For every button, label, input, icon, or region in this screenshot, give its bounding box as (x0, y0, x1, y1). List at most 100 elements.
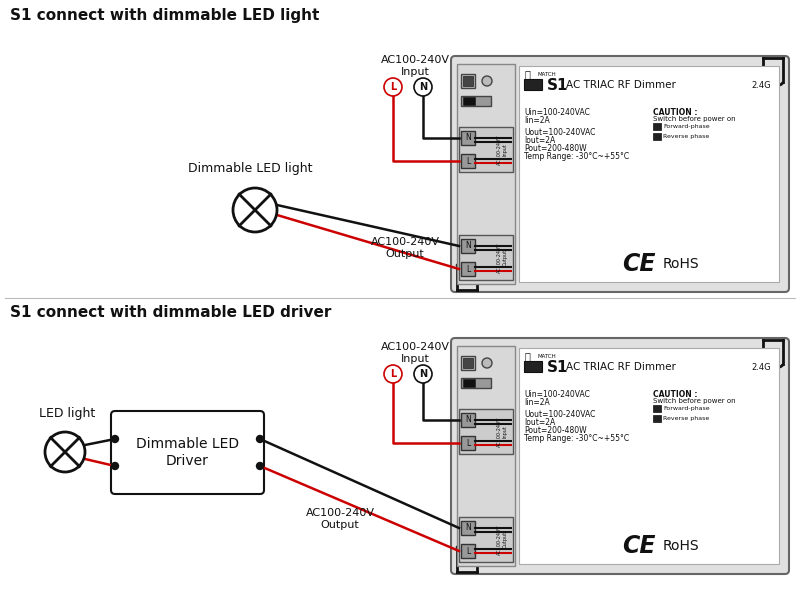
Text: Output: Output (502, 249, 507, 266)
Text: Uout=100-240VAC: Uout=100-240VAC (524, 128, 595, 137)
Bar (653, 415, 661, 422)
Bar (459, 409, 513, 454)
Text: CAUTION :: CAUTION : (653, 108, 698, 117)
Bar (461, 413, 475, 427)
Bar (524, 79, 542, 90)
Bar (653, 123, 661, 130)
Bar (463, 76, 473, 86)
Text: CE: CE (622, 534, 656, 558)
Text: N: N (419, 82, 427, 92)
Bar (519, 66, 779, 282)
Text: AC100-240V: AC100-240V (497, 416, 502, 447)
Bar (653, 405, 661, 412)
Text: Uout=100-240VAC: Uout=100-240VAC (524, 410, 595, 419)
Text: Temp Range: -30°C~+55°C: Temp Range: -30°C~+55°C (524, 434, 629, 443)
Bar (524, 361, 542, 372)
Text: Forward-phase: Forward-phase (663, 124, 710, 129)
Text: AC100-240V
Input: AC100-240V Input (381, 55, 450, 77)
Bar (463, 358, 473, 368)
Circle shape (482, 358, 492, 368)
Text: CE: CE (622, 252, 656, 276)
Bar (653, 133, 661, 140)
Text: CAUTION :: CAUTION : (653, 390, 698, 399)
Bar (461, 436, 475, 450)
Text: L: L (390, 82, 396, 92)
Text: S1 connect with dimmable LED driver: S1 connect with dimmable LED driver (10, 305, 331, 320)
Bar (461, 378, 491, 388)
Circle shape (45, 432, 85, 472)
Text: ⏚: ⏚ (524, 69, 530, 79)
Text: ⏚: ⏚ (524, 351, 530, 361)
Text: MATCH: MATCH (537, 71, 556, 76)
Bar (461, 96, 491, 106)
Bar (459, 127, 513, 172)
Text: Pout=200-480W: Pout=200-480W (524, 144, 586, 153)
Text: 2.4G: 2.4G (751, 362, 770, 371)
Text: Reverse phase: Reverse phase (663, 416, 710, 421)
Text: L: L (466, 547, 470, 556)
Bar (463, 97, 475, 105)
Text: Input: Input (502, 425, 507, 438)
Text: S1: S1 (547, 77, 569, 92)
Text: Output: Output (502, 531, 507, 548)
Circle shape (414, 365, 432, 383)
Bar (461, 154, 475, 168)
Text: N: N (465, 133, 471, 142)
Circle shape (257, 436, 263, 443)
Bar (459, 517, 513, 562)
Text: AC100-240V: AC100-240V (497, 134, 502, 165)
Text: L: L (466, 439, 470, 448)
Text: Uin=100-240VAC: Uin=100-240VAC (524, 108, 590, 117)
Bar (461, 356, 475, 370)
Bar (519, 348, 779, 564)
Text: N: N (465, 523, 471, 533)
FancyBboxPatch shape (451, 56, 789, 292)
Circle shape (414, 78, 432, 96)
Bar (459, 235, 513, 280)
Text: L: L (390, 369, 396, 379)
Bar (457, 346, 515, 566)
Bar (463, 379, 475, 387)
Circle shape (482, 76, 492, 86)
Bar (461, 544, 475, 558)
Circle shape (257, 463, 263, 469)
FancyBboxPatch shape (111, 411, 264, 494)
Text: L: L (466, 265, 470, 274)
Bar (461, 262, 475, 276)
Circle shape (384, 365, 402, 383)
Bar (461, 521, 475, 535)
Bar (461, 74, 475, 88)
Text: Iin=2A: Iin=2A (524, 398, 550, 407)
FancyBboxPatch shape (451, 338, 789, 574)
Text: AC100-240V
Output: AC100-240V Output (370, 237, 439, 259)
Text: Temp Range: -30°C~+55°C: Temp Range: -30°C~+55°C (524, 152, 629, 161)
Circle shape (233, 188, 277, 232)
Text: 2.4G: 2.4G (751, 80, 770, 89)
Circle shape (384, 78, 402, 96)
Text: N: N (465, 241, 471, 251)
Text: AC100-240V: AC100-240V (497, 242, 502, 273)
Text: Uin=100-240VAC: Uin=100-240VAC (524, 390, 590, 399)
Text: AC100-240V
Output: AC100-240V Output (306, 508, 374, 530)
Text: Pout=200-480W: Pout=200-480W (524, 426, 586, 435)
Text: Dimmable LED
Driver: Dimmable LED Driver (136, 437, 239, 467)
Text: AC100-240V: AC100-240V (497, 524, 502, 555)
Text: AC TRIAC RF Dimmer: AC TRIAC RF Dimmer (566, 80, 676, 90)
Circle shape (111, 463, 118, 469)
Text: MATCH: MATCH (537, 353, 556, 358)
Text: RoHS: RoHS (663, 257, 700, 271)
Text: Reverse phase: Reverse phase (663, 134, 710, 139)
Text: RoHS: RoHS (663, 539, 700, 553)
Text: L: L (466, 157, 470, 166)
Text: Switch before power on: Switch before power on (653, 398, 736, 404)
Bar (457, 64, 515, 284)
Bar (461, 239, 475, 253)
Bar (461, 131, 475, 145)
Text: S1: S1 (547, 359, 569, 374)
Text: N: N (465, 415, 471, 425)
Text: Switch before power on: Switch before power on (653, 116, 736, 122)
Text: AC100-240V
Input: AC100-240V Input (381, 342, 450, 364)
Text: Forward-phase: Forward-phase (663, 406, 710, 411)
Text: S1 connect with dimmable LED light: S1 connect with dimmable LED light (10, 8, 319, 23)
Text: Input: Input (502, 143, 507, 156)
